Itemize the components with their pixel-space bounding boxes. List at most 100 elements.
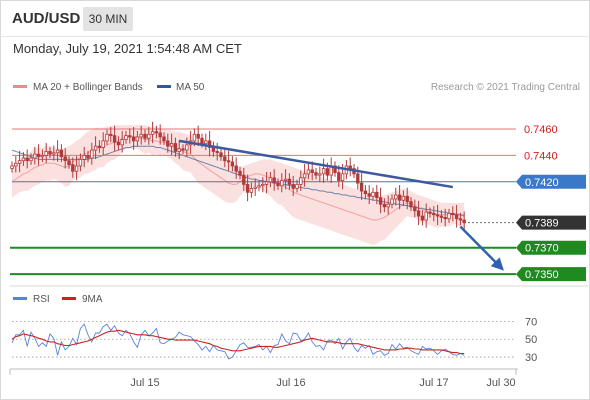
rsi-tick-label: 70 bbox=[525, 316, 537, 328]
candle-body bbox=[109, 133, 113, 137]
candle-body bbox=[295, 184, 299, 189]
chart-header: AUD/USD 30 MIN bbox=[0, 0, 590, 36]
candle-body bbox=[413, 206, 417, 212]
candle-body bbox=[177, 148, 181, 152]
candle-body bbox=[299, 177, 303, 185]
candle-body bbox=[192, 133, 197, 142]
candle-body bbox=[14, 162, 18, 167]
rsi-ma-legend-label: 9MA bbox=[82, 294, 103, 305]
candle-body bbox=[310, 169, 314, 173]
candle-body bbox=[454, 214, 459, 220]
candle-body bbox=[264, 181, 269, 185]
candle-body bbox=[59, 149, 64, 158]
candle-body bbox=[287, 178, 292, 185]
candle-body bbox=[253, 186, 257, 189]
candle-body bbox=[272, 177, 276, 184]
candle-body bbox=[29, 157, 33, 162]
ma20-legend-label: MA 20 + Bollinger Bands bbox=[33, 82, 143, 93]
candle-body bbox=[78, 158, 83, 167]
candle-body bbox=[135, 136, 140, 142]
candle-body bbox=[154, 131, 159, 134]
rsi-panel: 70 50 30 bbox=[11, 316, 537, 364]
candle-body bbox=[416, 210, 421, 217]
candle-body bbox=[340, 173, 345, 181]
projection-arrow bbox=[459, 225, 504, 271]
support-level-label: 0.7350 bbox=[525, 269, 559, 281]
candle-body bbox=[394, 194, 398, 200]
candle-body bbox=[238, 170, 242, 176]
candle-body bbox=[185, 144, 189, 151]
candle-body bbox=[397, 194, 402, 201]
candle-body bbox=[337, 172, 341, 181]
candle-body bbox=[196, 133, 200, 139]
candle-body bbox=[25, 157, 29, 162]
ma50-legend-swatch bbox=[157, 85, 171, 88]
candle-body bbox=[242, 174, 246, 185]
candle-body bbox=[226, 160, 231, 163]
candle-body bbox=[280, 180, 284, 187]
candle-body bbox=[40, 155, 45, 158]
candle-body bbox=[162, 136, 166, 142]
candle-body bbox=[97, 145, 102, 148]
rsi-panel-legend: RSI 9MA bbox=[13, 294, 103, 305]
candle-body bbox=[268, 177, 273, 183]
rsi-ma-legend-swatch bbox=[62, 297, 76, 300]
candle-body bbox=[158, 132, 162, 138]
candle-body bbox=[181, 148, 185, 151]
candle-body bbox=[52, 152, 56, 155]
candle-body bbox=[325, 168, 330, 176]
candle-body bbox=[101, 140, 105, 148]
candle-body bbox=[82, 155, 86, 160]
candle-body bbox=[33, 153, 37, 159]
x-tick-label: Jul 30 bbox=[486, 377, 515, 389]
candle-body bbox=[55, 149, 60, 154]
last-level-label: 0.7389 bbox=[525, 218, 559, 230]
x-axis: Jul 15 Jul 16 Jul 17 Jul 30 bbox=[9, 368, 518, 389]
rsi-ma-line bbox=[11, 329, 465, 355]
candle-body bbox=[63, 156, 67, 162]
candle-body bbox=[386, 203, 390, 208]
candle-body bbox=[359, 182, 364, 192]
candle-body bbox=[93, 145, 98, 151]
rsi-tick-label: 30 bbox=[525, 352, 537, 364]
candle-body bbox=[382, 203, 387, 208]
candle-body bbox=[276, 182, 280, 187]
price-level-labels: 0.7460 0.7440 0.7420 0.7389 0.7370 0.7350 bbox=[516, 124, 586, 282]
candle-body bbox=[424, 211, 428, 221]
candle-body bbox=[10, 165, 14, 169]
chart-datetime: Monday, July 19, 2021 1:54:48 AM CET bbox=[13, 41, 242, 56]
candle-body bbox=[451, 213, 455, 216]
timeframe-badge[interactable]: 30 MIN bbox=[83, 7, 133, 31]
candle-body bbox=[462, 219, 466, 224]
pivot-level-tag bbox=[516, 174, 586, 189]
candle-body bbox=[405, 195, 409, 202]
candle-body bbox=[314, 172, 318, 176]
chart-annotations bbox=[178, 139, 504, 271]
rsi-tick-label: 50 bbox=[525, 334, 537, 346]
candle-body bbox=[428, 211, 432, 214]
candle-body bbox=[169, 143, 174, 147]
resistance-trendline bbox=[178, 139, 454, 189]
price-panel-legend: MA 20 + Bollinger Bands MA 50 Research ©… bbox=[13, 82, 580, 93]
candle-body bbox=[261, 184, 265, 187]
candle-body bbox=[200, 137, 204, 144]
candle-body bbox=[173, 143, 178, 152]
candle-body bbox=[420, 215, 425, 221]
candle-body bbox=[207, 140, 212, 148]
candle-body bbox=[367, 193, 371, 197]
candle-body bbox=[321, 168, 326, 175]
candle-body bbox=[86, 155, 90, 159]
ma20-line bbox=[11, 136, 465, 221]
rsi-legend-label: RSI bbox=[33, 294, 50, 305]
x-tick-label: Jul 16 bbox=[276, 377, 305, 389]
candle-body bbox=[306, 169, 311, 175]
candle-body bbox=[447, 213, 451, 220]
candle-body bbox=[215, 151, 219, 154]
candle-body bbox=[458, 218, 463, 221]
ma50-legend-label: MA 50 bbox=[176, 82, 205, 93]
candle-body bbox=[150, 131, 155, 135]
candle-body bbox=[124, 135, 128, 140]
candle-body bbox=[234, 165, 238, 172]
support-level-tag bbox=[516, 240, 586, 255]
